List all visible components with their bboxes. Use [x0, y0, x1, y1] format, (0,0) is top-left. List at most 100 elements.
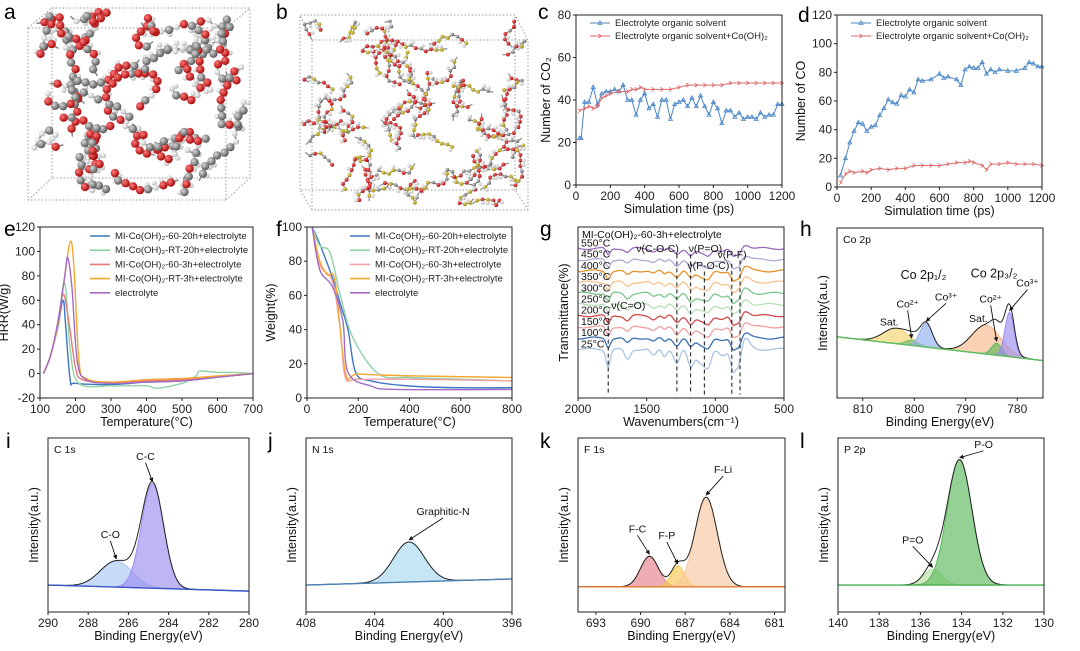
atom — [307, 75, 311, 79]
atom — [403, 45, 408, 49]
series-4 — [42, 256, 254, 385]
y-axis-label: Intensity(a.u.) — [27, 487, 41, 563]
atom — [518, 163, 523, 168]
atom — [80, 138, 90, 148]
atom — [439, 141, 444, 146]
atom — [487, 153, 492, 158]
atom — [475, 126, 480, 131]
atom — [367, 153, 372, 158]
atom — [451, 84, 456, 88]
atom — [445, 171, 449, 176]
atom — [203, 78, 212, 87]
peak-label: F-C — [629, 523, 647, 535]
atom — [434, 48, 439, 52]
atom — [114, 63, 123, 72]
atom — [82, 11, 92, 21]
data-point — [727, 107, 734, 113]
atom — [79, 38, 88, 47]
data-point — [677, 84, 682, 90]
atom — [454, 98, 458, 103]
atom — [319, 99, 323, 104]
atom — [520, 78, 524, 83]
panel-l: 140 138 136 134 132 130 Binding Energy(eV) Inte… — [817, 437, 1054, 643]
atom — [481, 200, 485, 205]
data-point — [663, 96, 669, 102]
data-point — [744, 113, 751, 119]
atom — [225, 22, 234, 32]
atom — [89, 80, 98, 89]
atom — [388, 22, 393, 27]
plot-area — [837, 59, 1045, 186]
atom — [47, 39, 56, 49]
atom — [308, 139, 312, 143]
atom — [398, 75, 402, 79]
plot-frame — [837, 437, 1045, 613]
data-point — [578, 135, 584, 141]
atom — [214, 69, 221, 76]
atom — [505, 91, 509, 96]
atom — [349, 80, 354, 85]
atom — [376, 168, 381, 173]
data-point — [855, 119, 862, 125]
atom — [498, 175, 503, 180]
atom — [198, 169, 208, 178]
y-tick-label: 60 — [819, 94, 833, 108]
atom — [341, 88, 346, 93]
atom — [172, 142, 181, 151]
atom — [516, 125, 521, 130]
atom — [423, 49, 428, 54]
atom — [514, 41, 519, 45]
atom — [86, 129, 95, 139]
data-point — [684, 103, 691, 109]
atom — [446, 66, 451, 70]
atom — [36, 49, 45, 58]
atom — [330, 87, 335, 92]
atom — [430, 137, 435, 142]
atom — [503, 97, 508, 102]
atom — [394, 183, 398, 187]
atom — [384, 74, 389, 78]
atom — [394, 110, 399, 115]
data-point — [697, 92, 704, 98]
atom — [120, 108, 127, 115]
atom — [381, 51, 386, 56]
atom — [423, 185, 428, 190]
atom — [410, 40, 415, 45]
atom — [366, 171, 371, 176]
atom — [173, 83, 179, 89]
atom — [513, 186, 518, 191]
atom — [494, 203, 499, 208]
atom — [374, 72, 379, 77]
atom — [484, 187, 489, 192]
atom — [102, 85, 112, 94]
atom — [457, 94, 461, 98]
atom — [87, 173, 94, 180]
peak-arrow — [705, 475, 724, 496]
atom — [193, 136, 203, 146]
x-tick-label: 1000 — [734, 189, 761, 203]
atom — [457, 40, 462, 45]
simulation-box-edge — [514, 189, 529, 211]
atom — [508, 177, 513, 182]
axes: 810 800 790 780 Binding Energy(eV) Intensity(… — [816, 227, 1044, 429]
atom — [187, 21, 197, 30]
data-point — [620, 82, 626, 87]
data-point — [945, 73, 951, 79]
data-point — [877, 166, 882, 171]
atom — [360, 48, 365, 53]
x-tick-label: 500 — [172, 402, 192, 416]
atom — [131, 33, 141, 42]
atom — [299, 120, 304, 125]
simulation-box-edge — [27, 27, 227, 201]
atom — [491, 163, 496, 168]
atom — [366, 149, 371, 154]
x-tick-label: 780 — [1007, 402, 1027, 416]
atom — [348, 117, 353, 122]
data-point — [889, 99, 896, 105]
atom — [510, 111, 515, 116]
atom — [322, 115, 327, 119]
atom — [420, 184, 425, 189]
atom — [397, 64, 402, 69]
atom — [88, 180, 97, 189]
atom — [174, 65, 183, 75]
